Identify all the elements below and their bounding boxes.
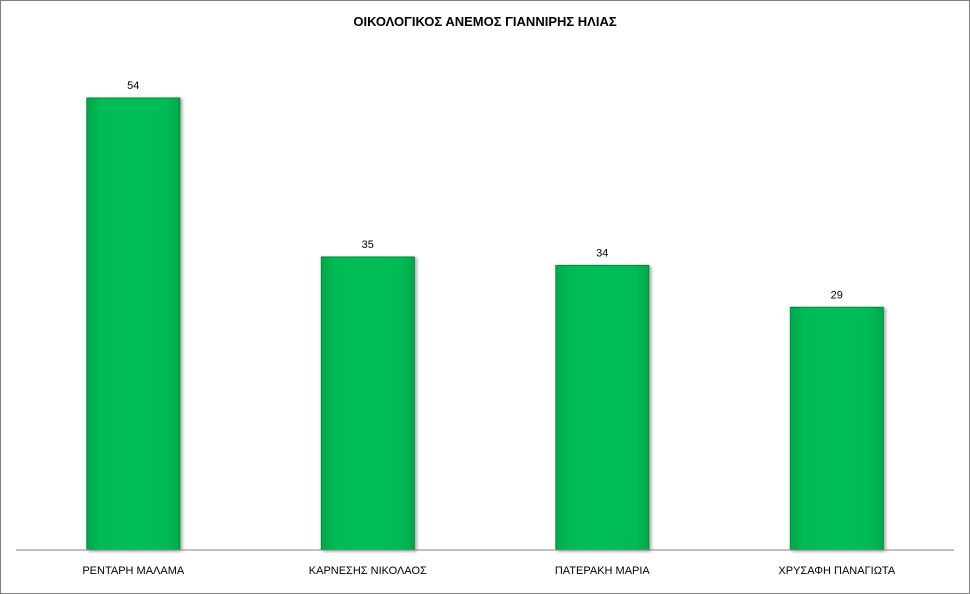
category-label-1: ΡΕΝΤΑΡΗ ΜΑΛΑΜΑ (82, 565, 185, 577)
bar-1 (86, 97, 181, 551)
chart-title: ΟΙΚΟΛΟΓΙΚΟΣ ΑΝΕΜΟΣ ΓΙΑΝΝΙΡΗΣ ΗΛΙΑΣ (353, 14, 617, 29)
bar-2 (320, 256, 415, 551)
category-label-3: ΠΑΤΕΡΑΚΗ ΜΑΡΙΑ (555, 565, 651, 577)
data-label-2: 35 (362, 239, 374, 251)
category-label-2: ΚΑΡΝΕΣΗΣ ΝΙΚΟΛΑΟΣ (309, 565, 427, 577)
data-label-4: 29 (831, 289, 843, 301)
bar-3 (555, 264, 650, 551)
labels-layer: 54 ΡΕΝΤΑΡΗ ΜΑΛΑΜΑ 35 ΚΑΡΝΕΣΗΣ ΝΙΚΟΛΑΟΣ 34 ΠΑΤ… (82, 80, 895, 577)
bar-4 (789, 306, 884, 551)
data-label-1: 54 (127, 80, 139, 92)
bars-layer (86, 97, 884, 551)
category-label-4: ΧΡΥΣΑΦΗ ΠΑΝΑΓΙΩΤΑ (778, 565, 895, 577)
data-label-3: 34 (596, 247, 608, 259)
